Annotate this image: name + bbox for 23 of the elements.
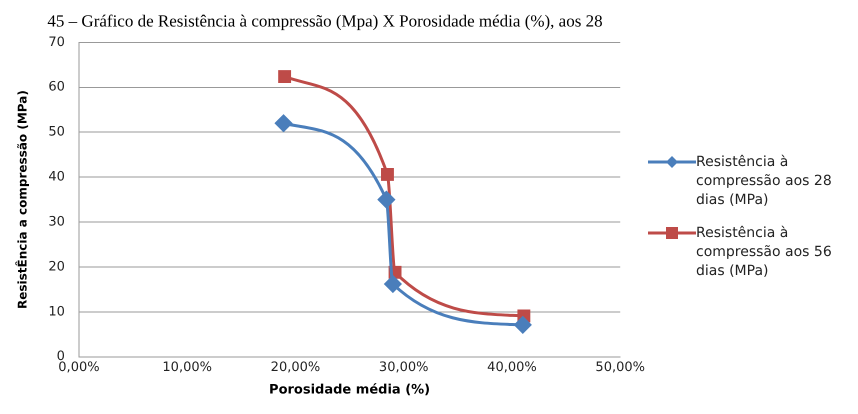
y-tick-label: 20 xyxy=(48,259,65,274)
y-tick-label: 60 xyxy=(48,80,65,95)
y-tick-label: 50 xyxy=(48,124,65,140)
x-tick-label: 50,00% xyxy=(595,360,646,375)
point xyxy=(278,70,292,83)
legend-label: Resistência à compressão aos 56 dias (MPa) xyxy=(696,224,833,281)
point xyxy=(378,191,395,208)
x-tick-label: 10,00% xyxy=(162,360,212,375)
y-axis-title: ResistÊncia a compressão (MPa) xyxy=(14,90,30,310)
point xyxy=(384,276,402,293)
y-tick-label: 40 xyxy=(48,170,65,185)
x-tick-label: 30,00% xyxy=(378,360,428,375)
chart-title: 45 – Gráfico de Resistência à compressão (Mpa) X Porosidade média (%), aos 28 xyxy=(47,12,603,31)
x-tick-label: 20,00% xyxy=(270,360,320,375)
y-tick-label: 70 xyxy=(48,34,65,50)
x-axis-title: Porosidade média (%) xyxy=(269,382,430,398)
legend-label: Resistência à compressão aos 28 dias (MPa) xyxy=(696,153,833,210)
point xyxy=(381,168,394,181)
point xyxy=(514,316,532,334)
x-tick-label: 40,00% xyxy=(487,360,537,375)
point xyxy=(275,114,292,132)
y-tick-label: 10 xyxy=(48,304,65,320)
y-tick-label: 30 xyxy=(48,214,65,230)
